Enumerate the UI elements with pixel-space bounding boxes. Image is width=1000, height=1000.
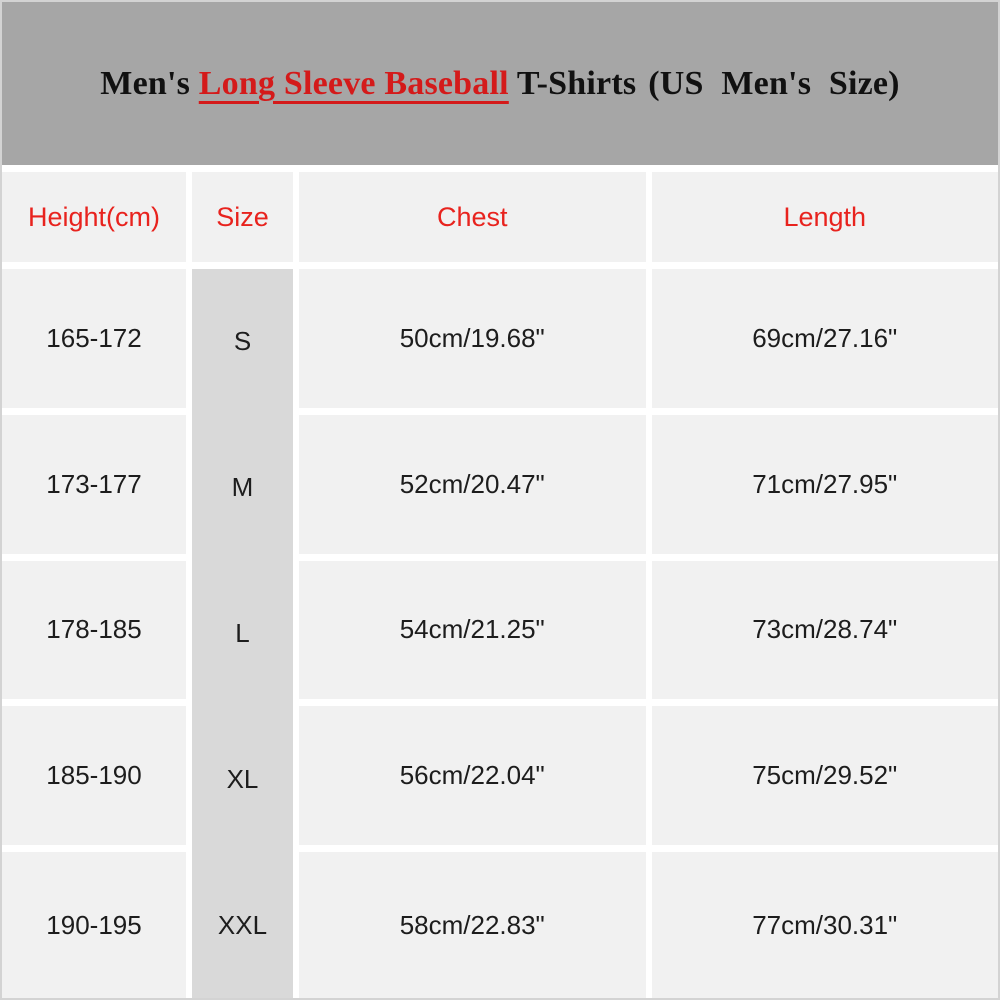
cell-size-row1: S (192, 269, 293, 415)
cell-height-row1: 165-172 (2, 269, 186, 415)
cell-length-row4: 75cm/29.52" (651, 706, 998, 853)
title-product: T-Shirts (508, 64, 637, 102)
column-header-length: Length (651, 172, 998, 269)
column-header-size: Size (192, 172, 293, 269)
column-header-chest: Chest (299, 172, 646, 269)
cell-length-row5: 77cm/30.31" (651, 852, 998, 998)
cell-length-row1: 69cm/27.16" (651, 269, 998, 415)
cell-length-row2: 71cm/27.95" (651, 414, 998, 561)
cell-size-row4: XL (192, 706, 293, 853)
cell-chest-row3: 54cm/21.25" (299, 560, 646, 707)
cell-length-row3: 73cm/28.74" (651, 560, 998, 707)
cell-height-row4: 185-190 (2, 706, 186, 853)
cell-chest-row5: 58cm/22.83" (299, 852, 646, 998)
cell-size-row3: L (192, 560, 293, 707)
cell-height-row5: 190-195 (2, 852, 186, 998)
page-title: Men's Long Sleeve Baseball T-Shirts (US M… (100, 65, 899, 103)
cell-chest-row4: 56cm/22.04" (299, 706, 646, 853)
cell-height-row2: 173-177 (2, 414, 186, 561)
cell-size-row5: XXL (192, 852, 293, 998)
cell-chest-row1: 50cm/19.68" (299, 269, 646, 415)
size-table: Height(cm) Size Chest Length 165-172 S 50cm/19… (2, 172, 998, 998)
cell-size-row2: M (192, 414, 293, 561)
title-prefix: Men's (100, 64, 199, 102)
title-note: (US Men's Size) (648, 64, 900, 102)
cell-height-row3: 178-185 (2, 560, 186, 707)
cell-chest-row2: 52cm/20.47" (299, 414, 646, 561)
title-banner: Men's Long Sleeve Baseball T-Shirts (US M… (2, 2, 998, 165)
title-highlight: Long Sleeve Baseball (198, 64, 509, 102)
column-header-height: Height(cm) (2, 172, 186, 269)
